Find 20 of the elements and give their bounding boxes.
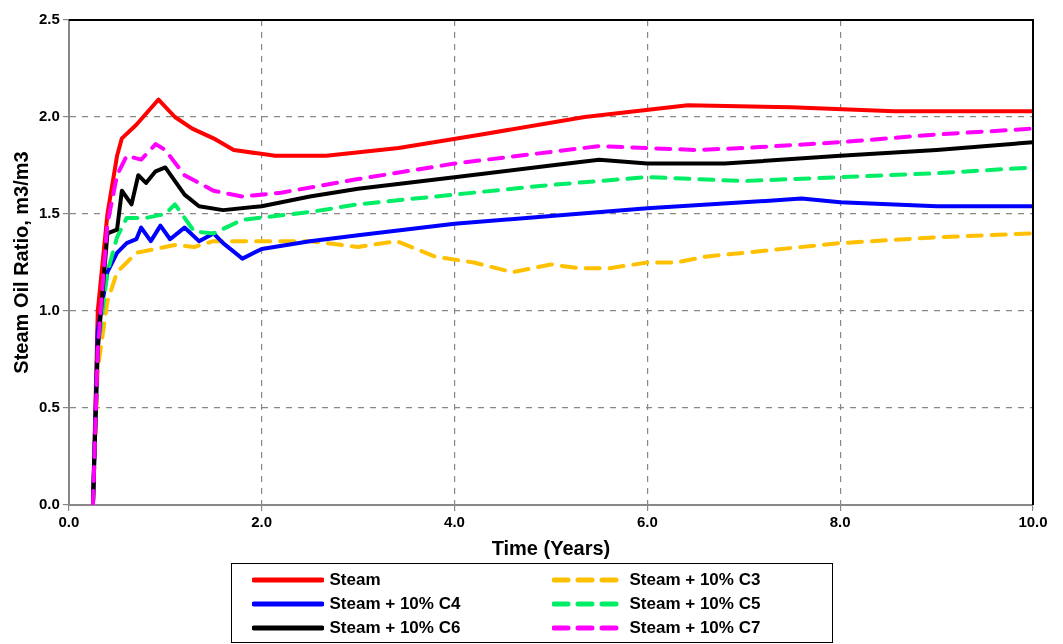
x-axis-title: Time (Years) [491, 536, 611, 559]
y-tick-label: 0.5 [38, 398, 60, 416]
legend-label: Steam + 10% C7 [629, 618, 761, 638]
legend-label: Steam + 10% C5 [629, 594, 761, 614]
x-tick-label: 2.0 [251, 513, 273, 531]
legend-label: Steam + 10% C6 [329, 618, 461, 638]
x-tick-label: 6.0 [636, 513, 658, 531]
x-tick-label: 8.0 [829, 513, 851, 531]
y-tick-label: 2.5 [38, 10, 60, 28]
y-tick-label: 1.0 [38, 301, 60, 319]
y-tick-label: 0.0 [38, 495, 60, 513]
x-tick-label: 4.0 [444, 513, 465, 531]
legend-label: Steam + 10% C3 [629, 570, 761, 590]
legend-label: Steam + 10% C4 [329, 594, 461, 614]
y-tick-label: 1.5 [38, 204, 60, 222]
x-tick-label: 10.0 [1018, 513, 1048, 531]
y-axis-title: Steam Oil Ratio, m3/m3 [9, 151, 32, 374]
legend-label: Steam [329, 570, 381, 590]
y-tick-label: 2.0 [38, 107, 60, 125]
x-tick-label: 0.0 [58, 513, 80, 531]
